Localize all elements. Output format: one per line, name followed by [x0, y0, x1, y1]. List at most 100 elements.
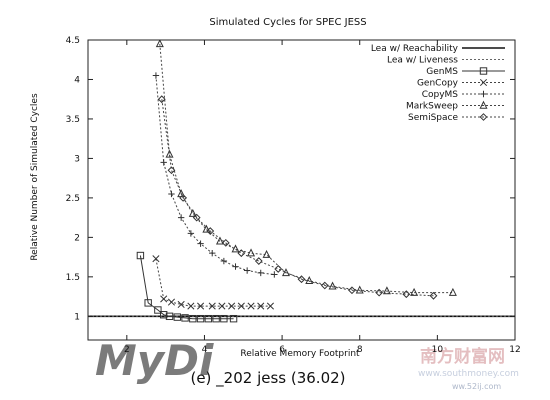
- legend-entry-gencopy: GenCopy: [417, 79, 505, 89]
- y-tick-label-3: 2.5: [66, 194, 80, 204]
- data-point-semispace-9: [297, 275, 306, 284]
- legend-marker-semispace: [479, 113, 488, 121]
- legend-label-lea-w-liveness: Lea w/ Liveness: [387, 56, 458, 66]
- chart-title: Simulated Cycles for SPEC JESS: [209, 17, 366, 28]
- plot-frame: [87, 39, 516, 341]
- data-point-gencopy-1: [160, 295, 168, 303]
- data-point-copyms-3: [177, 214, 185, 221]
- x-tick-label-4: 10: [432, 345, 444, 355]
- data-point-semispace-12: [375, 288, 384, 297]
- figure-caption: (e) _202 jess (36.02): [190, 369, 345, 388]
- legend-entry-marksweep: MarkSweep: [406, 100, 505, 112]
- y-tick-label-7: 4.5: [66, 36, 80, 46]
- data-point-copyms-11: [271, 271, 278, 278]
- series-semispace: [157, 95, 438, 300]
- data-point-semispace-8: [274, 265, 283, 273]
- data-point-genms-6: [181, 314, 189, 322]
- data-point-genms-11: [220, 314, 228, 323]
- data-point-marksweep-8: [262, 249, 271, 258]
- x-tick-label-2: 6: [279, 345, 285, 355]
- y-tick-label-5: 3.5: [66, 115, 80, 125]
- data-point-genms-1: [144, 299, 152, 307]
- data-point-genms-9: [204, 314, 213, 323]
- data-point-gencopy-8: [228, 302, 236, 310]
- data-point-gencopy-7: [218, 302, 226, 310]
- data-point-genms-2: [154, 306, 162, 314]
- series-gencopy: [152, 255, 274, 310]
- legend-entry-lea-w-reachability: Lea w/ Reachability: [371, 44, 505, 54]
- axes: 2 4 6 8 10 12 1 1.5 2 2.5 3 3.5 4 4.5: [66, 36, 521, 355]
- data-point-genms-8: [196, 314, 205, 323]
- legend-entry-genms: GenMS: [426, 67, 505, 77]
- legend-marker-gencopy: [479, 78, 488, 87]
- data-point-semispace-6: [237, 249, 246, 258]
- data-point-gencopy-9: [237, 302, 245, 310]
- data-point-genms-4: [165, 312, 174, 321]
- data-point-marksweep-1: [165, 149, 174, 158]
- data-point-genms-12: [229, 314, 238, 323]
- data-point-genms-3: [159, 311, 168, 319]
- series-marksweep: [155, 40, 457, 296]
- data-point-marksweep-9: [281, 268, 290, 277]
- data-point-semispace-10: [320, 281, 329, 290]
- data-point-copyms-2: [168, 190, 175, 198]
- y-tick-label-6: 4: [74, 75, 80, 85]
- legend-label-gencopy: GenCopy: [417, 79, 459, 89]
- data-point-semispace-14: [429, 291, 438, 300]
- data-point-marksweep-12: [355, 285, 364, 294]
- watermark-layer: MyDi 南方财富网 www.southmoney.com ww.52ij.co…: [95, 336, 519, 391]
- data-point-copyms-0: [152, 72, 160, 79]
- legend-marker-marksweep: [479, 100, 488, 109]
- watermark-right-url: ww.52ij.com: [452, 382, 501, 391]
- data-point-genms-7: [189, 314, 197, 323]
- legend-label-genms: GenMS: [426, 67, 458, 77]
- data-point-marksweep-6: [231, 244, 240, 253]
- series-line-marksweep: [159, 43, 453, 294]
- data-point-gencopy-3: [177, 300, 185, 309]
- data-point-semispace-11: [348, 286, 356, 295]
- data-point-marksweep-10: [305, 275, 314, 284]
- y-tick-label-4: 3: [74, 154, 80, 164]
- data-point-semispace-0: [157, 95, 166, 104]
- data-point-copyms-10: [257, 269, 264, 277]
- data-point-semispace-13: [402, 290, 411, 299]
- series-line-genms: [139, 255, 234, 320]
- data-point-semispace-7: [254, 257, 263, 265]
- data-point-gencopy-6: [208, 302, 216, 310]
- data-point-marksweep-5: [215, 236, 224, 245]
- data-point-semispace-2: [179, 193, 188, 202]
- x-tick-label-3: 8: [357, 345, 363, 355]
- x-axis-label: Relative Memory Footprint: [240, 349, 360, 359]
- watermark-left: MyDi: [95, 336, 214, 385]
- legend-entry-copyms: CopyMS: [422, 90, 505, 100]
- watermark-right-sub: www.southmoney.com: [418, 369, 519, 379]
- series-line-semispace: [161, 99, 434, 297]
- data-point-gencopy-4: [187, 302, 195, 310]
- data-point-marksweep-7: [247, 248, 256, 257]
- x-tick-label-1: 4: [202, 345, 208, 355]
- data-point-semispace-1: [167, 166, 176, 175]
- data-point-copyms-6: [209, 249, 216, 257]
- data-point-gencopy-5: [197, 302, 205, 310]
- data-point-copyms-4: [187, 230, 195, 237]
- legend-label-marksweep: MarkSweep: [406, 102, 458, 112]
- data-point-genms-0: [136, 251, 145, 260]
- data-point-copyms-5: [197, 240, 204, 247]
- legend-entry-semispace: SemiSpace: [408, 113, 505, 123]
- data-point-marksweep-3: [188, 208, 197, 217]
- data-point-semispace-5: [221, 238, 230, 247]
- data-point-gencopy-11: [257, 302, 265, 310]
- data-point-semispace-3: [192, 213, 201, 222]
- data-point-marksweep-15: [448, 287, 457, 296]
- data-point-copyms-1: [160, 159, 167, 166]
- legend-label-lea-w-reachability: Lea w/ Reachability: [371, 44, 459, 54]
- x-tick-label-5: 12: [509, 345, 520, 355]
- data-point-marksweep-13: [382, 286, 391, 295]
- data-point-copyms-9: [243, 267, 251, 274]
- series-genms: [136, 251, 238, 323]
- data-point-genms-10: [212, 314, 220, 323]
- data-point-gencopy-12: [266, 302, 274, 310]
- y-tick-label-1: 1.5: [66, 273, 80, 283]
- series-line-gencopy: [155, 258, 271, 307]
